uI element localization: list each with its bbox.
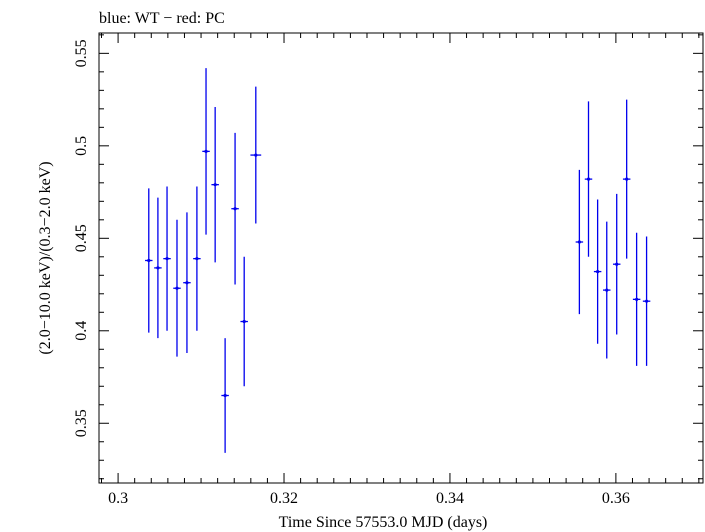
point-marker xyxy=(625,177,629,181)
data-point xyxy=(183,212,191,353)
point-marker xyxy=(204,149,208,153)
point-marker xyxy=(615,262,619,266)
data-point xyxy=(593,199,602,344)
data-point xyxy=(145,188,153,333)
y-tick-label: 0.55 xyxy=(73,39,90,67)
data-point xyxy=(231,132,239,285)
data-point xyxy=(603,221,611,359)
point-marker xyxy=(242,319,246,324)
point-marker xyxy=(605,288,609,292)
point-marker xyxy=(596,269,600,274)
point-marker xyxy=(644,299,649,303)
data-point xyxy=(575,169,584,315)
point-marker xyxy=(577,240,581,244)
data-point xyxy=(173,219,181,357)
data-point xyxy=(632,232,641,366)
point-marker xyxy=(223,393,227,398)
x-tick-label: 0.32 xyxy=(270,490,298,507)
data-point xyxy=(240,256,248,387)
point-marker xyxy=(175,286,179,290)
x-tick-label: 0.36 xyxy=(602,490,630,507)
y-tick-label: 0.35 xyxy=(73,409,90,437)
point-marker xyxy=(233,207,237,211)
point-marker xyxy=(586,177,591,181)
point-marker xyxy=(185,281,189,285)
point-marker xyxy=(635,297,639,301)
point-marker xyxy=(165,257,169,261)
data-point xyxy=(612,193,621,335)
point-marker xyxy=(156,266,160,270)
data-point xyxy=(642,236,651,366)
x-tick-label: 0.3 xyxy=(108,490,128,507)
y-axis-label: (2.0−10.0 keV)/(0.3−2.0 keV) xyxy=(37,161,54,354)
axis-ticks xyxy=(99,33,703,483)
y-tick-label: 0.4 xyxy=(73,321,90,341)
plot-frame xyxy=(98,32,704,484)
data-point xyxy=(221,338,229,453)
data-point xyxy=(193,186,201,331)
point-marker xyxy=(147,258,151,263)
chart-title: blue: WT − red: PC xyxy=(99,10,225,27)
data-point xyxy=(154,197,162,339)
y-tick-label: 0.5 xyxy=(73,136,90,156)
data-point xyxy=(163,186,171,331)
data-point xyxy=(584,101,593,257)
data-points xyxy=(145,68,651,453)
data-point xyxy=(211,106,219,263)
data-point xyxy=(250,86,262,224)
point-marker xyxy=(195,257,199,261)
x-axis-label: Time Since 57553.0 MJD (days) xyxy=(279,514,488,531)
point-marker xyxy=(213,183,217,187)
point-marker xyxy=(254,153,258,157)
data-point xyxy=(622,99,631,259)
x-tick-label: 0.34 xyxy=(436,490,464,507)
data-point xyxy=(202,68,210,235)
axis-tick-labels: 0.3 0.32 0.34 0.36 0.35 0.4 0.45 0.5 0.55 xyxy=(73,39,630,507)
y-tick-label: 0.45 xyxy=(73,224,90,252)
